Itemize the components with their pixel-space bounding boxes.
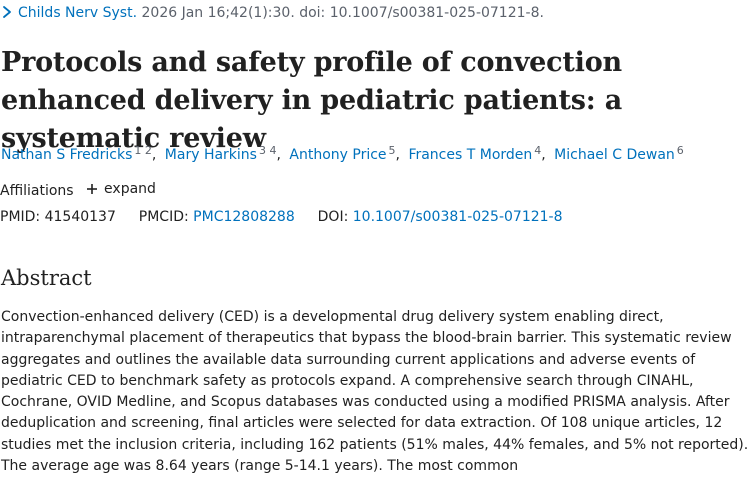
author-link[interactable]: Frances T Morden [408, 147, 532, 163]
affiliations-label: Affiliations [0, 183, 74, 199]
journal-link[interactable]: Childs Nerv Syst. [18, 5, 137, 21]
author-affiliation-numbers[interactable]: 3 4 [259, 144, 277, 157]
doi-link[interactable]: 10.1007/s00381-025-07121-8 [353, 209, 563, 225]
pmid-label: PMID: [0, 209, 40, 225]
author-separator: , [152, 147, 156, 163]
author-link[interactable]: Michael C Dewan [554, 147, 675, 163]
author-link[interactable]: Nathan S Fredricks [1, 147, 132, 163]
author-list: Nathan S Fredricks1 2, Mary Harkins3 4, … [1, 140, 684, 166]
citation-details: 2026 Jan 16;42(1):30. doi: 10.1007/s0038… [142, 5, 544, 21]
pmid-value: 41540137 [45, 209, 116, 225]
author-separator: , [276, 147, 280, 163]
author-separator: , [541, 147, 545, 163]
pmcid-label: PMCID: [139, 209, 189, 225]
affiliations-row: Affiliations expand [0, 178, 156, 202]
citation-line: Childs Nerv Syst. 2026 Jan 16;42(1):30. … [0, 3, 544, 23]
identifiers-row: PMID: 41540137 PMCID: PMC12808288 DOI: 1… [0, 206, 563, 228]
author-separator: , [396, 147, 400, 163]
abstract-heading: Abstract [1, 263, 92, 293]
doi-label: DOI: [318, 209, 349, 225]
pmcid-link[interactable]: PMC12808288 [193, 209, 295, 225]
plus-icon [86, 183, 98, 195]
affiliations-expand-button[interactable]: expand [86, 178, 156, 200]
author-affiliation-numbers[interactable]: 6 [677, 144, 684, 157]
author-link[interactable]: Mary Harkins [165, 147, 257, 163]
abstract-text: Convection-enhanced delivery (CED) is a … [1, 307, 749, 477]
expand-label: expand [104, 178, 156, 200]
chevron-right-icon[interactable] [0, 4, 14, 20]
author-affiliation-numbers[interactable]: 5 [389, 144, 396, 157]
author-link[interactable]: Anthony Price [289, 147, 386, 163]
author-affiliation-numbers[interactable]: 1 2 [134, 144, 152, 157]
